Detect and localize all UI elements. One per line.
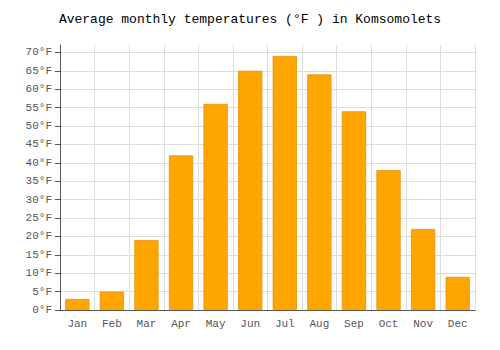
svg-text:Dec: Dec [448,318,468,330]
svg-text:60°F: 60°F [26,83,52,95]
svg-text:65°F: 65°F [26,65,52,77]
svg-text:Jun: Jun [240,318,260,330]
svg-text:Feb: Feb [102,318,122,330]
svg-text:Nov: Nov [413,318,433,330]
svg-text:Apr: Apr [171,318,191,330]
svg-text:30°F: 30°F [26,194,52,206]
svg-text:Average monthly temperatures (: Average monthly temperatures (°F ) in Ko… [59,12,441,27]
svg-text:10°F: 10°F [26,267,52,279]
svg-text:Jul: Jul [275,318,295,330]
svg-text:Mar: Mar [137,318,157,330]
svg-text:5°F: 5°F [32,286,52,298]
svg-text:Oct: Oct [379,318,399,330]
svg-text:25°F: 25°F [26,212,52,224]
svg-text:Aug: Aug [309,318,329,330]
svg-text:35°F: 35°F [26,175,52,187]
svg-text:55°F: 55°F [26,102,52,114]
svg-text:50°F: 50°F [26,120,52,132]
svg-text:Jan: Jan [67,318,87,330]
svg-text:45°F: 45°F [26,138,52,150]
svg-text:Sep: Sep [344,318,364,330]
svg-text:0°F: 0°F [32,304,52,316]
svg-text:20°F: 20°F [26,230,52,242]
svg-text:70°F: 70°F [26,46,52,58]
svg-text:15°F: 15°F [26,249,52,261]
svg-text:May: May [206,318,226,330]
svg-text:40°F: 40°F [26,157,52,169]
